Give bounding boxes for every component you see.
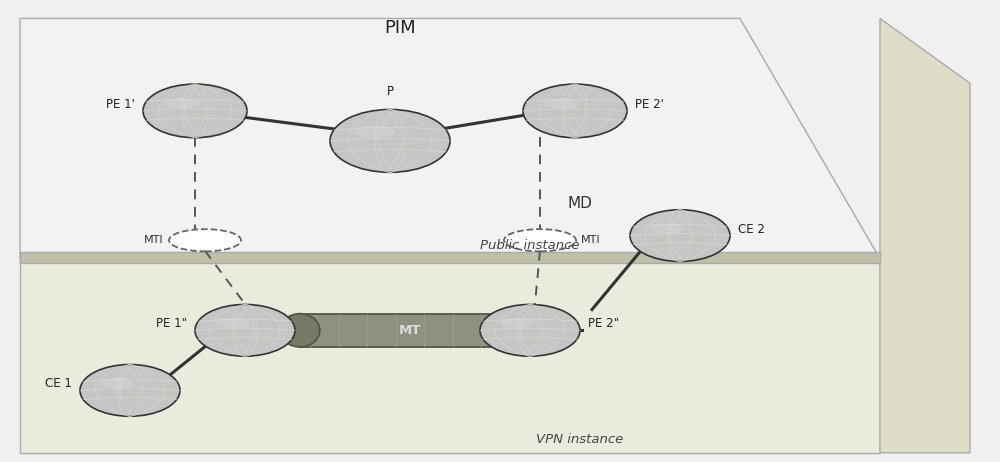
Ellipse shape [214,314,277,346]
Text: CE 1: CE 1 [45,377,72,390]
Ellipse shape [676,231,688,237]
Ellipse shape [564,103,590,116]
Ellipse shape [208,310,283,349]
Ellipse shape [342,152,438,164]
Ellipse shape [480,304,580,356]
Ellipse shape [643,216,718,255]
Ellipse shape [215,318,250,328]
Ellipse shape [385,135,400,143]
Ellipse shape [90,400,170,409]
Ellipse shape [177,100,216,120]
Polygon shape [20,252,880,263]
Ellipse shape [143,84,247,138]
Ellipse shape [369,128,414,152]
Ellipse shape [195,304,295,356]
Ellipse shape [550,97,602,123]
Ellipse shape [153,121,237,130]
Ellipse shape [669,228,694,241]
Ellipse shape [662,225,700,244]
Ellipse shape [490,340,570,349]
Ellipse shape [533,121,617,130]
Ellipse shape [486,308,574,353]
Ellipse shape [240,326,253,332]
Ellipse shape [537,91,615,131]
Ellipse shape [93,371,168,409]
Ellipse shape [163,93,228,127]
Ellipse shape [570,106,583,113]
Ellipse shape [354,126,396,139]
Ellipse shape [500,314,540,347]
Ellipse shape [353,121,428,160]
Text: PE 1': PE 1' [106,97,135,111]
Text: MTI: MTI [144,235,164,245]
Ellipse shape [630,210,730,261]
Ellipse shape [526,326,538,332]
Ellipse shape [221,316,271,342]
Text: VPN instance: VPN instance [536,433,624,446]
FancyBboxPatch shape [300,314,520,347]
Ellipse shape [205,340,285,349]
Ellipse shape [519,322,544,335]
Text: MT: MT [399,324,421,337]
Ellipse shape [100,374,162,406]
Ellipse shape [280,314,320,347]
Ellipse shape [126,386,138,392]
Ellipse shape [504,229,576,251]
Ellipse shape [361,124,421,156]
Ellipse shape [506,316,556,342]
Ellipse shape [543,93,608,127]
Text: CE 2: CE 2 [738,223,765,236]
Ellipse shape [656,222,706,248]
Ellipse shape [346,117,436,164]
Ellipse shape [80,365,180,416]
Ellipse shape [493,310,568,349]
Polygon shape [20,259,880,453]
Ellipse shape [330,109,450,172]
Ellipse shape [650,223,685,234]
Ellipse shape [164,98,200,109]
Ellipse shape [157,91,235,131]
Text: PE 2': PE 2' [635,97,664,111]
Ellipse shape [170,97,222,123]
Text: PE 2": PE 2" [588,317,619,330]
Ellipse shape [557,100,596,120]
Text: Public instance: Public instance [480,239,580,252]
Ellipse shape [190,106,203,113]
Ellipse shape [523,84,627,138]
Ellipse shape [338,113,443,168]
Ellipse shape [234,322,259,335]
Ellipse shape [500,318,535,328]
Ellipse shape [87,368,174,413]
Text: PE 1": PE 1" [156,317,187,330]
Ellipse shape [512,320,550,339]
Text: P: P [386,85,394,98]
Ellipse shape [637,213,724,258]
Ellipse shape [500,314,562,346]
Text: PIM: PIM [384,19,416,36]
Text: MTI: MTI [581,235,601,245]
Ellipse shape [100,378,135,389]
Ellipse shape [530,87,621,134]
Ellipse shape [640,245,720,255]
Ellipse shape [184,103,210,116]
Ellipse shape [377,132,407,147]
Polygon shape [880,18,970,453]
Ellipse shape [650,219,712,251]
Ellipse shape [228,320,265,339]
Ellipse shape [202,308,289,353]
Text: MD: MD [568,196,592,211]
Ellipse shape [169,229,241,251]
Ellipse shape [112,380,150,399]
Ellipse shape [106,377,156,402]
Ellipse shape [544,98,580,109]
Ellipse shape [119,383,144,395]
Ellipse shape [150,87,241,134]
Polygon shape [20,18,880,259]
